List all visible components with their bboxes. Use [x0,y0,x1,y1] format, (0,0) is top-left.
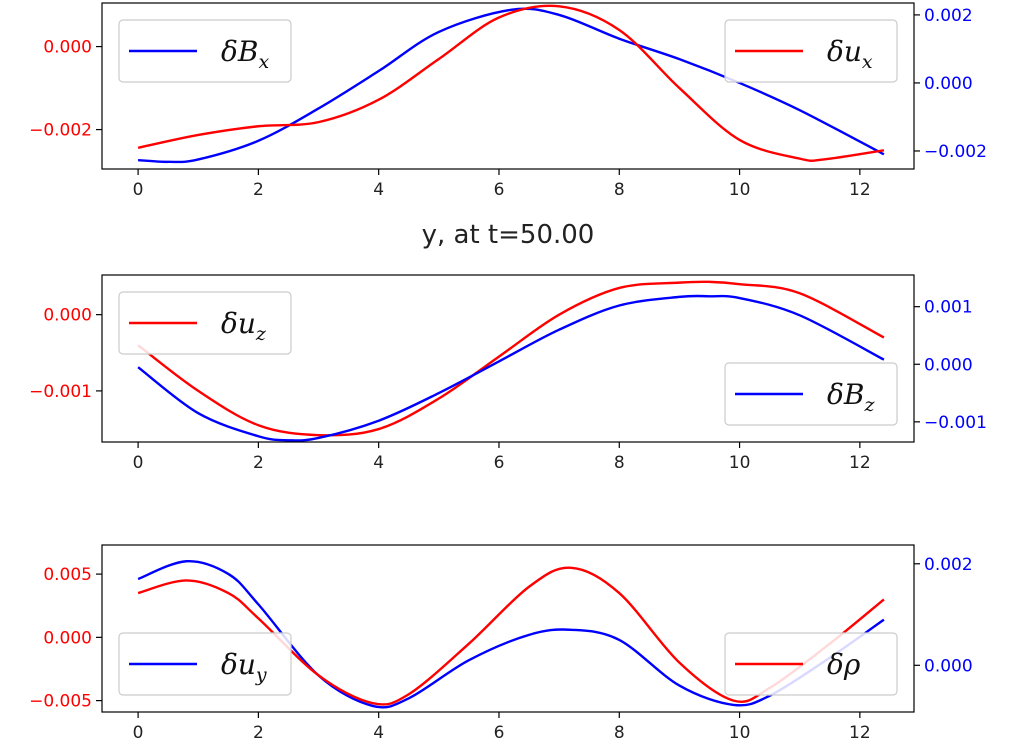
legend-1: δBz [724,362,898,426]
x-tick-label: 0 [133,723,144,743]
x-tick-label: 6 [494,453,505,473]
panel-bottom-uy-rho: 0 2 4 6 8 10 12 0.005 0.000 −0.005 0.002 0.000 δuy δρ [29,544,973,743]
legend-box [118,291,292,355]
series-line-0 [137,560,885,709]
x-axis-title: y, at t=50.00 [422,220,595,250]
x-tick-label: 4 [373,180,384,200]
right-y-tick-label: 0.002 [924,555,973,575]
legend-1: δρ [724,632,898,696]
left-y-tick-label: −0.001 [29,382,92,402]
legend-label-subscript: z [863,394,875,416]
left-y-tick-label: −0.002 [29,121,92,141]
x-tick-label: 12 [849,723,871,743]
series-line-0 [137,280,885,437]
right-y-tick-label: 0.000 [924,74,973,94]
panel-middle-uz-bz: 0 2 4 6 8 10 12 0.000 −0.001 0.001 0.000 −0.001 δuz δ… [29,274,987,473]
x-tick-label: 0 [133,453,144,473]
series-line-1 [137,294,885,442]
legend-label-subscript: y [255,664,267,686]
x-tick-label: 8 [614,180,625,200]
right-y-tick-label: 0.000 [924,355,973,375]
x-tick-label: 12 [849,180,871,200]
legend-box [118,19,292,83]
plot-frame [101,2,915,170]
right-y-tick-label: −0.002 [924,142,987,162]
x-tick-label: 0 [133,180,144,200]
legend-box [724,19,898,83]
right-y-tick-label: −0.001 [924,413,987,433]
right-y-tick-label: 0.001 [924,298,973,318]
x-tick-label: 4 [373,723,384,743]
x-tick-label: 6 [494,180,505,200]
x-tick-label: 4 [373,453,384,473]
left-y-tick-label: 0.005 [43,565,92,585]
x-tick-label: 6 [494,723,505,743]
legend-0: δuz [118,291,292,355]
x-tick-label: 10 [729,180,751,200]
legend-label-subscript: z [255,323,267,345]
plot-frame [101,274,915,443]
left-y-tick-label: 0.000 [43,38,92,58]
legend-label: δρ [827,648,861,681]
legend-label-subscript: x [258,51,269,73]
left-y-tick-label: 0.000 [43,628,92,648]
x-tick-label: 8 [614,453,625,473]
x-tick-label: 2 [253,723,264,743]
legend-box [724,362,898,426]
legend-1: δux [724,19,898,83]
x-tick-label: 8 [614,723,625,743]
x-tick-label: 2 [253,453,264,473]
legend-0: δuy [118,632,292,696]
panel-top-bx-ux: 0 2 4 6 8 10 12 0.000 −0.002 0.002 0.000 −0.002 δBx δ… [29,2,987,200]
plot-frame [101,544,915,713]
right-y-tick-label: 0.000 [924,656,973,676]
x-tick-label: 12 [849,453,871,473]
series-line-1 [137,4,885,162]
right-y-tick-label: 0.002 [924,6,973,26]
legend-0: δBx [118,19,292,83]
series-line-1 [137,566,885,706]
x-tick-label: 10 [729,723,751,743]
series-line-0 [138,7,885,164]
legend-label-subscript: x [862,51,873,73]
legend-box [118,632,292,696]
x-tick-label: 2 [253,180,264,200]
x-tick-label: 10 [729,453,751,473]
legend-box [724,632,898,696]
left-y-tick-label: −0.005 [29,692,92,712]
left-y-tick-label: 0.000 [43,306,92,326]
